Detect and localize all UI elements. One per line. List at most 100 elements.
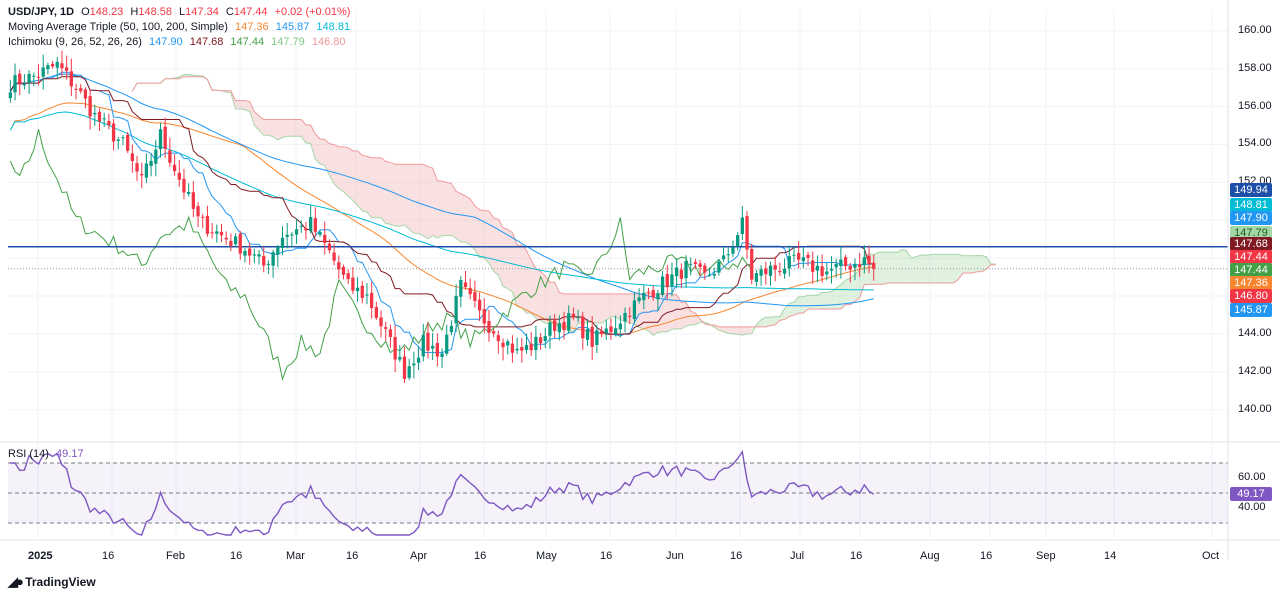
ichimoku-cloud-segment <box>728 326 733 334</box>
price-axis-label: 156.00 <box>1238 99 1272 112</box>
candle-body <box>313 218 317 232</box>
price-tag: 147.36 <box>1230 276 1272 290</box>
candle-body <box>534 336 538 351</box>
time-axis-label: Apr <box>410 550 428 562</box>
ichimoku-cloud-segment <box>686 302 691 327</box>
candle-body <box>745 216 749 250</box>
candle-body <box>365 294 369 296</box>
candle-body <box>557 323 561 333</box>
candle-body <box>670 274 674 287</box>
candle-body <box>848 266 852 270</box>
ichimoku-cloud-segment <box>338 146 344 192</box>
ichimoku-cloud-segment <box>958 254 963 280</box>
candle-body <box>675 267 679 277</box>
legend-ichimoku[interactable]: Ichimoku (9, 26, 52, 26, 26) 147.90 147.… <box>8 36 350 48</box>
ichimoku-cloud-segment <box>854 270 860 302</box>
price-axis-label: 160.00 <box>1238 23 1272 36</box>
candle-body <box>243 250 247 256</box>
candle-body <box>609 326 613 333</box>
candle-body <box>88 96 92 117</box>
ichimoku-cloud-segment <box>615 293 621 320</box>
ichimoku-cloud-segment <box>244 100 250 112</box>
candle-body <box>731 247 735 254</box>
candle-body <box>689 263 693 265</box>
time-axis-label: May <box>536 550 557 562</box>
ichimoku-cloud-segment <box>887 252 893 284</box>
candle-body <box>210 232 214 234</box>
time-axis-label: Mar <box>286 550 305 562</box>
candle-body <box>135 163 139 172</box>
ichimoku-cloud-segment <box>249 101 255 126</box>
ichimoku-cloud-segment <box>545 275 550 324</box>
symbol-label: USD/JPY, 1D <box>8 6 75 18</box>
legend-symbol-line: USD/JPY, 1D O148.23 H148.58 L147.34 C147… <box>8 6 354 18</box>
candle-body <box>41 67 45 77</box>
ichimoku-cloud-segment <box>352 150 358 206</box>
candle-body <box>778 270 782 273</box>
candle-body <box>388 329 393 337</box>
candle-body <box>154 149 158 164</box>
ichimoku-cloud-segment <box>263 119 269 136</box>
ichimoku-cloud-segment <box>587 293 593 323</box>
time-axis-label: 16 <box>102 550 115 562</box>
candle-body <box>628 315 632 317</box>
ichimoku-cloud-segment <box>765 317 771 327</box>
candle-body <box>323 234 327 244</box>
ichimoku-cloud-segment <box>418 164 424 236</box>
ichimoku-cloud-segment <box>343 146 349 197</box>
ichimoku-cloud-segment <box>831 287 837 310</box>
legend-rsi[interactable]: RSI (14) 49.17 <box>8 448 88 460</box>
candle-body <box>398 356 402 360</box>
ichimoku-cloud-segment <box>803 295 809 314</box>
candle-body <box>299 225 303 227</box>
candle-body <box>257 254 261 257</box>
candle-body <box>13 75 17 93</box>
candle-body <box>379 317 383 327</box>
tradingview-logo[interactable]: ◢● TradingView <box>8 574 96 590</box>
candle-body <box>182 178 186 193</box>
ichimoku-cloud-segment <box>944 254 949 284</box>
candle-body <box>248 248 252 256</box>
candle-body <box>233 236 238 245</box>
ichimoku-cloud-segment <box>639 293 644 329</box>
candle-body <box>445 334 449 354</box>
ichimoku-cloud-segment <box>775 316 780 325</box>
candle-body <box>543 336 547 342</box>
candle-body <box>407 366 411 378</box>
ichimoku-label: Ichimoku (9, 26, 52, 26, 26) <box>8 36 142 48</box>
ichimoku-cloud-segment <box>521 245 527 314</box>
time-axis-label: 16 <box>730 550 743 562</box>
candle-body <box>623 312 627 322</box>
candle-body <box>304 228 308 231</box>
candle-body <box>862 257 866 266</box>
candle-body <box>102 118 106 120</box>
price-axis-label: 154.00 <box>1238 137 1272 150</box>
candle-body <box>797 252 801 260</box>
price-tag: 149.94 <box>1230 183 1272 197</box>
candle-body <box>506 341 510 346</box>
candle-body <box>18 73 22 85</box>
ichimoku-chikou-line <box>9 129 753 381</box>
price-tag: 146.80 <box>1230 289 1272 303</box>
candle-body <box>355 287 360 292</box>
ichimoku-cloud-segment <box>901 249 907 284</box>
candle-body <box>74 88 78 90</box>
legend-ma[interactable]: Moving Average Triple (50, 100, 200, Sim… <box>8 21 354 33</box>
ichimoku-cloud-segment <box>287 119 292 137</box>
candle-body <box>196 206 200 217</box>
candle-body <box>872 262 876 269</box>
ichimoku-cloud-segment <box>742 326 748 336</box>
ichimoku-cloud-segment <box>967 255 973 274</box>
ichimoku-cloud-segment <box>240 100 245 110</box>
candle-body <box>463 282 468 288</box>
candle-body <box>341 267 346 275</box>
ichimoku-cloud-segment <box>456 191 461 242</box>
ichimoku-cloud-segment <box>798 296 804 314</box>
ichimoku-cloud-segment <box>479 209 485 259</box>
candle-body <box>576 317 580 319</box>
candle-body <box>337 262 341 270</box>
ichimoku-cloud-segment <box>427 166 433 239</box>
candle-body <box>553 320 557 331</box>
ichimoku-cloud-segment <box>817 292 823 310</box>
candle-body <box>454 295 458 324</box>
